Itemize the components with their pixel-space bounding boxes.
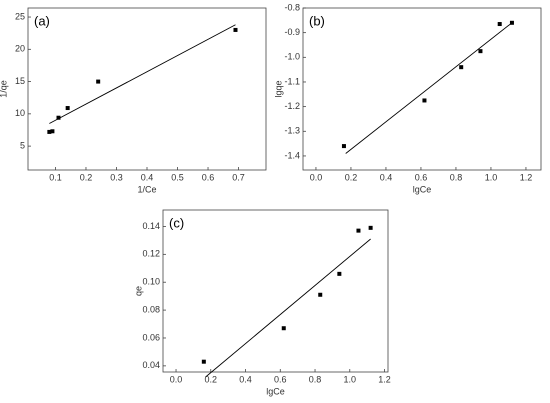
x-axis-label: lgCe: [413, 184, 432, 194]
point: [356, 228, 361, 233]
x-tick-label: 1.0: [344, 374, 357, 384]
x-tick-label: 0.2: [345, 172, 358, 182]
point: [497, 22, 502, 27]
y-tick-label: 0.12: [142, 249, 160, 259]
x-tick-label: 0.5: [171, 172, 184, 182]
x-tick-label: 0.6: [202, 172, 215, 182]
y-axis-label: lgqe: [273, 80, 283, 97]
y-tick-label: -1.3: [284, 126, 300, 136]
point: [47, 129, 52, 134]
plot-frame: [302, 7, 542, 171]
y-tick-label: 0.04: [142, 360, 160, 370]
x-tick-label: 0.3: [110, 172, 123, 182]
x-tick-label: 1.2: [378, 374, 391, 384]
point: [509, 20, 514, 25]
x-axis-label: lgCe: [266, 386, 285, 396]
y-tick-label: -0.9: [284, 27, 300, 37]
fit-line: [205, 238, 371, 378]
fit-line: [345, 22, 513, 154]
x-tick-label: 0.0: [310, 172, 323, 182]
x-tick-label: 0.6: [274, 374, 287, 384]
y-axis-label: 1/qe: [0, 80, 8, 98]
x-tick-label: 0.8: [309, 374, 322, 384]
y-tick-label: -1.2: [284, 101, 300, 111]
x-tick-label: 0.1: [49, 172, 62, 182]
y-tick-label: 0.10: [142, 277, 160, 287]
x-tick-label: 0.7: [232, 172, 245, 182]
x-tick-label: 0.4: [239, 374, 252, 384]
y-tick-label: 15: [15, 76, 25, 86]
point: [281, 326, 286, 331]
x-tick-label: 0.4: [141, 172, 154, 182]
point: [368, 225, 373, 230]
point: [50, 129, 55, 134]
y-tick-label: -1.1: [284, 76, 300, 86]
y-tick-label: 10: [15, 108, 25, 118]
x-tick-label: 0.4: [380, 172, 393, 182]
x-tick-label: 0.2: [205, 374, 218, 384]
x-tick-label: 0.0: [170, 374, 183, 384]
panel-label: (b): [309, 13, 325, 28]
fit-line: [49, 24, 236, 124]
x-tick-label: 0.2: [80, 172, 93, 182]
y-tick-label: 20: [15, 44, 25, 54]
point: [422, 98, 427, 103]
x-tick-label: 1.2: [520, 172, 533, 182]
plot-frame: [27, 7, 267, 171]
point: [201, 359, 206, 364]
x-tick-label: 0.6: [415, 172, 428, 182]
point: [337, 271, 342, 276]
x-axis-label: 1/Ce: [137, 184, 156, 194]
y-axis-label: qe: [133, 286, 143, 296]
point: [318, 292, 323, 297]
panel-label: (a): [34, 13, 50, 28]
y-tick-label: -0.8: [284, 2, 300, 12]
point: [65, 106, 70, 111]
point: [56, 115, 61, 120]
plot-frame: [162, 209, 389, 373]
point: [478, 49, 483, 54]
y-tick-label: -1.0: [284, 52, 300, 62]
x-tick-label: 1.0: [485, 172, 498, 182]
y-tick-label: 25: [15, 11, 25, 21]
point: [233, 27, 238, 32]
x-tick-label: 0.8: [450, 172, 463, 182]
y-tick-label: -1.4: [284, 150, 300, 160]
y-tick-label: 0.06: [142, 332, 160, 342]
y-tick-label: 0.08: [142, 304, 160, 314]
y-tick-label: 0.14: [142, 221, 160, 231]
panel-label: (c): [169, 215, 184, 230]
point: [459, 65, 464, 70]
point: [96, 79, 101, 84]
point: [341, 144, 346, 149]
y-tick-label: 5: [20, 140, 25, 150]
